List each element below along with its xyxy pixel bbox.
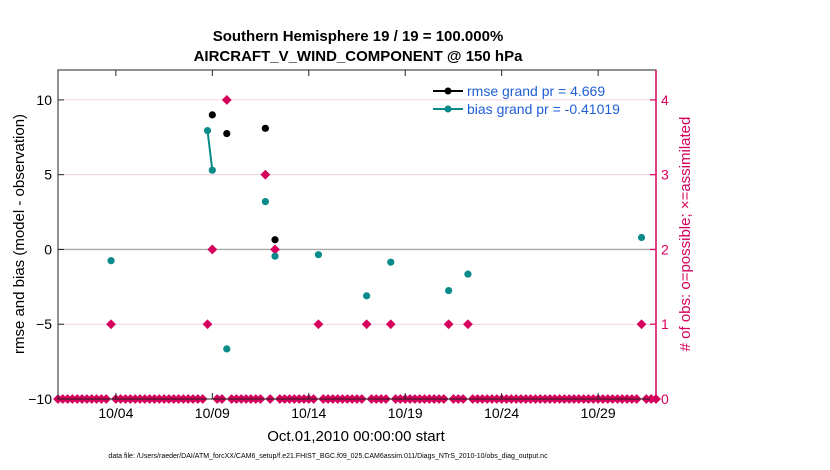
obs-count-marker: [270, 244, 280, 255]
x-axis-label: Oct.01,2010 00:00:00 start: [267, 428, 445, 445]
plot-frame: [57, 69, 657, 400]
x-tick-label: 10/29: [581, 405, 616, 421]
obs-count-marker: [636, 319, 647, 330]
x-tick-label: 10/04: [98, 405, 133, 421]
obs-count-marker: [202, 319, 213, 330]
legend-bias-label: bias grand pr = -0.41019: [467, 101, 620, 117]
right-y-tick-layer: 0 1 2 3 4: [650, 92, 669, 407]
bias-point: [445, 286, 453, 295]
bias-series-line: [206, 130, 214, 171]
bias-point: [637, 233, 646, 242]
bias-point: [107, 257, 115, 265]
bias-point: [223, 345, 231, 353]
obs-count-marker: [385, 319, 396, 330]
left-y-tick-label: 0: [44, 241, 52, 257]
bias-point: [387, 258, 395, 266]
obs-count-marker: [361, 319, 372, 330]
legend-rmse-label: rmse grand pr = 4.669: [467, 83, 605, 99]
left-y-tick-label: −5: [36, 316, 52, 332]
legend: rmse grand pr = 4.669 bias grand pr = -0…: [433, 83, 620, 117]
bias-point: [203, 126, 212, 135]
bias-point: [261, 198, 269, 206]
right-y-tick-label: 0: [661, 391, 669, 407]
right-y-tick-label: 3: [661, 167, 669, 183]
bias-point: [363, 292, 371, 300]
right-y-axis-label: # of obs: o=possible; ×=assimilated: [677, 117, 694, 352]
bias-point: [464, 270, 472, 278]
x-tick-label: 10/24: [484, 405, 519, 421]
obs-count-marker: [260, 169, 271, 180]
obs-count-marker: [207, 244, 218, 255]
chart-title-line-1: Southern Hemisphere 19 / 19 = 100.000%: [213, 28, 504, 45]
obs-count-marker: [313, 319, 324, 330]
chart-title-line-2: AIRCRAFT_V_WIND_COMPONENT @ 150 hPa: [194, 48, 524, 65]
x-tick-label: 10/09: [195, 405, 230, 421]
left-y-tick-label: 10: [36, 92, 52, 108]
bias-point: [271, 252, 279, 260]
left-y-tick-label: 5: [44, 167, 52, 183]
obs-count-marker: [463, 319, 473, 330]
data-file-footer: data file: /Users/raeder/DAI/ATM_forcXX/…: [108, 453, 548, 460]
rmse-point: [223, 129, 231, 138]
bias-series-layer: [107, 126, 646, 353]
right-y-tick-label: 2: [661, 241, 669, 257]
left-y-tick-label: −10: [28, 391, 52, 407]
bias-point: [314, 251, 323, 259]
bias-point: [208, 166, 216, 174]
right-y-tick-label: 1: [661, 316, 669, 332]
obs-count-marker: [443, 319, 454, 330]
right-y-tick-label: 4: [661, 92, 669, 108]
rmse-point: [208, 111, 216, 119]
rmse-series-layer: [208, 111, 279, 244]
obs-count-marker: [106, 319, 116, 330]
obs-count-marker: [221, 95, 232, 105]
legend-rmse-marker: [444, 87, 452, 95]
left-y-axis-label: rmse and bias (model - observation): [11, 114, 28, 354]
rmse-point: [271, 236, 279, 244]
grid-layer: [58, 99, 656, 325]
left-y-tick-layer: −10 −5 0 5 10: [28, 92, 64, 407]
x-tick-layer: 10/04 10/09 10/14 10/19 10/24 10/29: [98, 70, 616, 421]
rmse-point: [261, 124, 269, 132]
x-tick-label: 10/19: [388, 405, 423, 421]
legend-bias-marker: [444, 105, 452, 113]
x-tick-label: 10/14: [291, 405, 326, 421]
